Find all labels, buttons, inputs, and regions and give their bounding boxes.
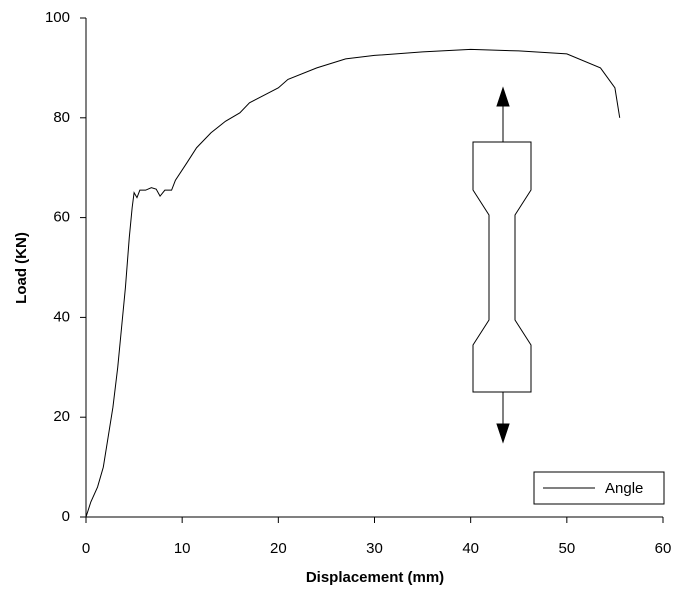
y-tick-label: 80 (53, 109, 70, 126)
legend-label: Angle (605, 480, 643, 497)
y-tick-label: 0 (62, 508, 70, 525)
x-axis-title: Displacement (mm) (306, 569, 444, 586)
y-tick-label: 100 (45, 9, 70, 26)
y-tick-label: 20 (53, 408, 70, 425)
x-tick-label: 30 (366, 540, 383, 557)
y-axis-title: Load (KN) (13, 232, 30, 304)
y-tick-label: 40 (53, 308, 70, 325)
x-tick-label: 40 (462, 540, 479, 557)
x-tick-label: 50 (558, 540, 575, 557)
y-tick-label: 60 (53, 209, 70, 226)
x-tick-label: 10 (174, 540, 191, 557)
x-tick-label: 0 (82, 540, 90, 557)
specimen-diagram (472, 86, 532, 444)
x-tick-label: 60 (655, 540, 672, 557)
data-line (85, 48, 621, 518)
x-tick-label: 20 (270, 540, 287, 557)
